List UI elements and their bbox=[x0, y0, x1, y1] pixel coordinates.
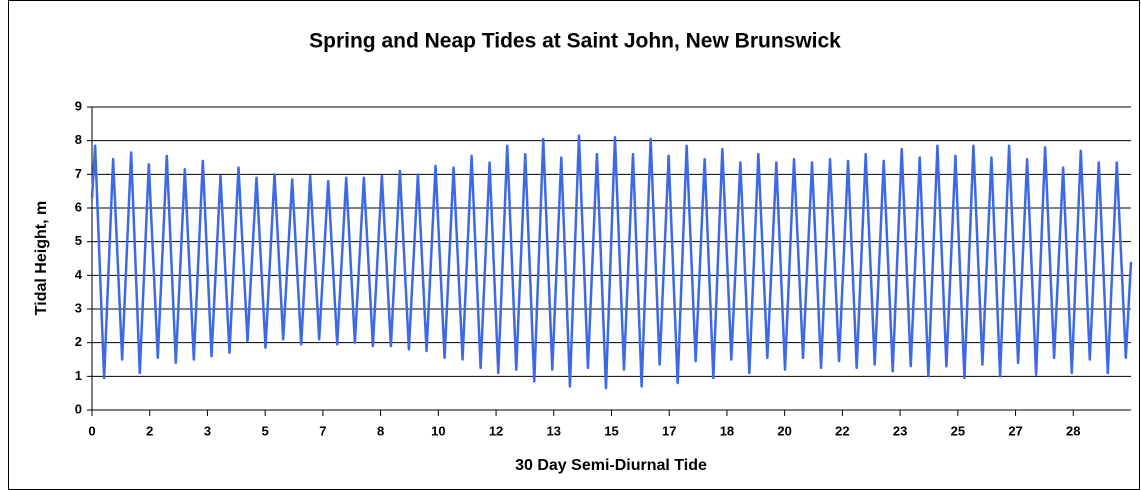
chart-title: Spring and Neap Tides at Saint John, New… bbox=[309, 30, 841, 53]
x-tick-label: 2 bbox=[146, 423, 153, 438]
x-tick-label: 5 bbox=[262, 423, 269, 438]
y-tick-label: 9 bbox=[75, 98, 82, 113]
y-tick-label: 1 bbox=[75, 368, 82, 383]
x-tick-label: 28 bbox=[1066, 423, 1080, 438]
x-tick-label: 17 bbox=[662, 423, 676, 438]
x-tick-label: 7 bbox=[319, 423, 326, 438]
x-tick-label: 8 bbox=[377, 423, 384, 438]
x-tick-label: 25 bbox=[951, 423, 965, 438]
x-tick-label: 27 bbox=[1008, 423, 1022, 438]
x-tick-label: 12 bbox=[489, 423, 503, 438]
y-tick-label: 3 bbox=[75, 300, 82, 315]
y-tick-label: 2 bbox=[75, 334, 82, 349]
x-tick-label: 15 bbox=[604, 423, 618, 438]
x-tick-label: 0 bbox=[88, 423, 95, 438]
x-tick-label: 18 bbox=[720, 423, 734, 438]
x-axis-title: 30 Day Semi-Diurnal Tide bbox=[515, 457, 707, 474]
x-tick-label: 22 bbox=[835, 423, 849, 438]
y-tick-label: 0 bbox=[75, 401, 82, 416]
x-tick-label: 13 bbox=[547, 423, 561, 438]
tide-line bbox=[90, 134, 1133, 390]
y-tick-label: 8 bbox=[75, 132, 82, 147]
x-tick-label: 23 bbox=[893, 423, 907, 438]
x-tick-label: 3 bbox=[204, 423, 211, 438]
y-tick-label: 7 bbox=[75, 166, 82, 181]
y-tick-label: 5 bbox=[75, 233, 82, 248]
x-tick-label: 20 bbox=[777, 423, 791, 438]
y-axis-title: Tidal Height, m bbox=[33, 201, 50, 315]
y-tick-label: 6 bbox=[75, 199, 82, 214]
x-tick-label: 10 bbox=[431, 423, 445, 438]
y-tick-label: 4 bbox=[75, 267, 83, 282]
